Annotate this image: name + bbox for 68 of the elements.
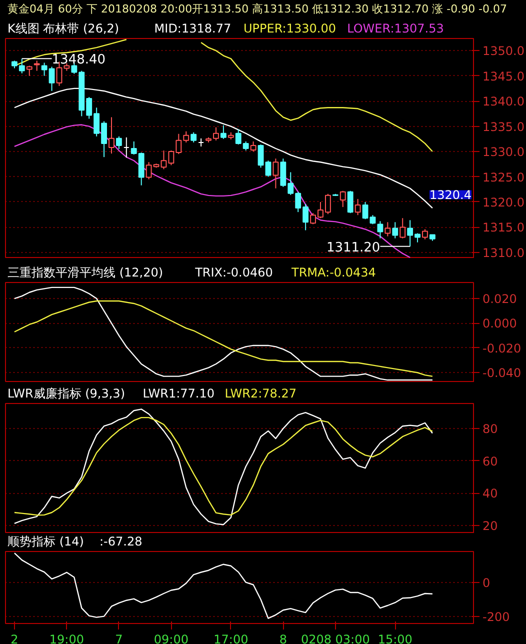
y-tick-label: 1330.0 [482,145,524,160]
y-tick-label: 1320.0 [482,195,524,210]
candlestick [123,136,130,158]
candlestick [250,140,256,152]
line-series [14,286,434,381]
y-tick-label: 40 [482,486,498,501]
chart-subtitle: K线图 布林带 (26,2) [8,22,120,36]
candlestick [34,60,40,72]
x-tick-label: 0208 03:00 [300,632,370,644]
candlestick [26,65,32,76]
chart-subtitle: 三重指数平滑平均线 (12,20) [8,266,164,280]
y-tick-label: 1325.0 [482,170,524,184]
candlestick [347,190,354,214]
line-series [14,300,434,377]
candlestick [377,220,384,239]
chart-title: 黄金04月 60分 下 20180208 20:00开1313.50 高1313.50 低1312.30 收1312.70 涨 -0.90 -0.07 [8,2,508,16]
x-tick-label: 19:00 [49,632,84,644]
candlestick [362,201,368,220]
x-tick-label: 09:00 [154,632,189,644]
line-series [14,552,434,619]
x-tick-label: 7 [115,632,123,644]
candlestick [422,228,428,240]
y-tick-label: -200 [482,610,510,624]
candlestick [258,144,264,168]
x-tick-label: 2 [10,632,18,644]
chart-subtitle: 顺势指标 (14) [8,534,84,548]
series-label: LWR1:77.10 [142,386,215,400]
text: TRIX:-0.0460 [194,266,273,280]
y-tick-label: 1340.0 [482,94,524,109]
text: LOWER:1307.53 [347,22,444,36]
candlestick [108,116,114,154]
candlestick [384,222,391,237]
candlestick [220,124,226,140]
y-tick-label: 1345.0 [482,69,524,84]
y-tick-label: 60 [482,454,498,468]
y-tick-label: 0 [482,576,490,590]
text: MID:1318.77 [154,22,232,36]
candlestick [392,222,398,239]
y-tick-label: 0.000 [482,316,517,331]
y-tick-label: 20 [482,518,498,533]
candlestick [213,126,219,141]
y-tick-label: 1310.0 [482,246,524,260]
candlestick [265,160,272,178]
x-tick-label: 8 [279,632,287,644]
x-tick-label: 15:00 [378,632,412,644]
y-tick-label: -0.040 [482,366,522,380]
candlestick [340,190,346,208]
candlestick [354,198,361,216]
y-tick-label: -0.020 [482,341,522,356]
text: LWR2:78.27 [224,386,297,400]
candlestick [370,214,376,225]
chart-subtitle: LWR威廉指标 (9,3,3) [8,386,125,400]
candlestick [190,132,197,143]
y-tick-label: 1350.0 [482,44,524,58]
y-tick-label: 1315.0 [482,220,524,235]
candlestick [272,158,279,189]
text: :-67.28 [100,534,142,548]
candlestick [116,136,122,150]
text: TRMA:-0.0434 [290,266,376,280]
annotation: 1320.4 [430,188,472,202]
y-tick-label: 80 [482,422,498,436]
y-tick-label: 1335.0 [482,120,524,134]
x-tick-label: 17:00 [214,632,248,644]
y-tick-label: 0.020 [482,292,517,306]
annotation: 1348.40 [52,52,106,68]
text: UPPER:1330.00 [244,22,336,36]
candlestick [400,218,406,239]
annotation: 1311.20 [326,240,380,256]
